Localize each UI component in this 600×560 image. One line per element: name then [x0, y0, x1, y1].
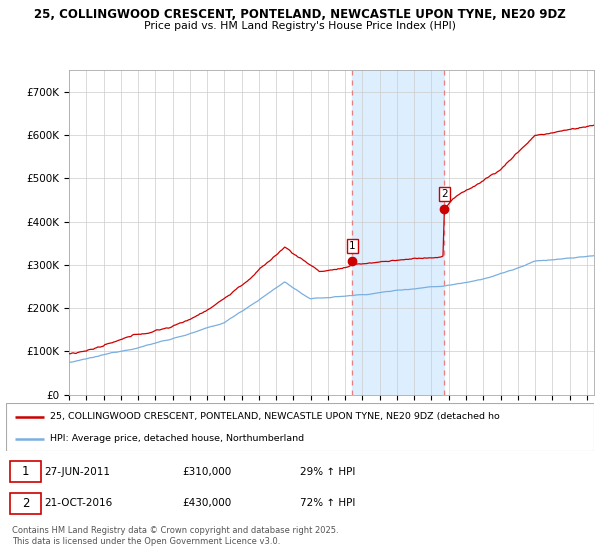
- Bar: [352, 70, 445, 395]
- Text: Contains HM Land Registry data © Crown copyright and database right 2025.
This d: Contains HM Land Registry data © Crown c…: [12, 526, 338, 546]
- Text: 27-JUN-2011: 27-JUN-2011: [44, 466, 110, 477]
- Text: £310,000: £310,000: [182, 466, 232, 477]
- Text: 1: 1: [349, 241, 356, 251]
- Text: HPI: Average price, detached house, Northumberland: HPI: Average price, detached house, Nort…: [50, 435, 304, 444]
- Text: 29% ↑ HPI: 29% ↑ HPI: [300, 466, 355, 477]
- Text: £430,000: £430,000: [182, 498, 232, 508]
- Text: Price paid vs. HM Land Registry's House Price Index (HPI): Price paid vs. HM Land Registry's House …: [144, 21, 456, 31]
- Text: 25, COLLINGWOOD CRESCENT, PONTELAND, NEWCASTLE UPON TYNE, NE20 9DZ (detached ho: 25, COLLINGWOOD CRESCENT, PONTELAND, NEW…: [50, 412, 500, 421]
- FancyBboxPatch shape: [10, 493, 41, 514]
- FancyBboxPatch shape: [10, 461, 41, 482]
- Text: 21-OCT-2016: 21-OCT-2016: [44, 498, 112, 508]
- Text: 25, COLLINGWOOD CRESCENT, PONTELAND, NEWCASTLE UPON TYNE, NE20 9DZ: 25, COLLINGWOOD CRESCENT, PONTELAND, NEW…: [34, 8, 566, 21]
- Text: 1: 1: [22, 465, 29, 478]
- Text: 2: 2: [22, 497, 29, 510]
- Text: 2: 2: [441, 189, 448, 199]
- Text: 72% ↑ HPI: 72% ↑ HPI: [300, 498, 355, 508]
